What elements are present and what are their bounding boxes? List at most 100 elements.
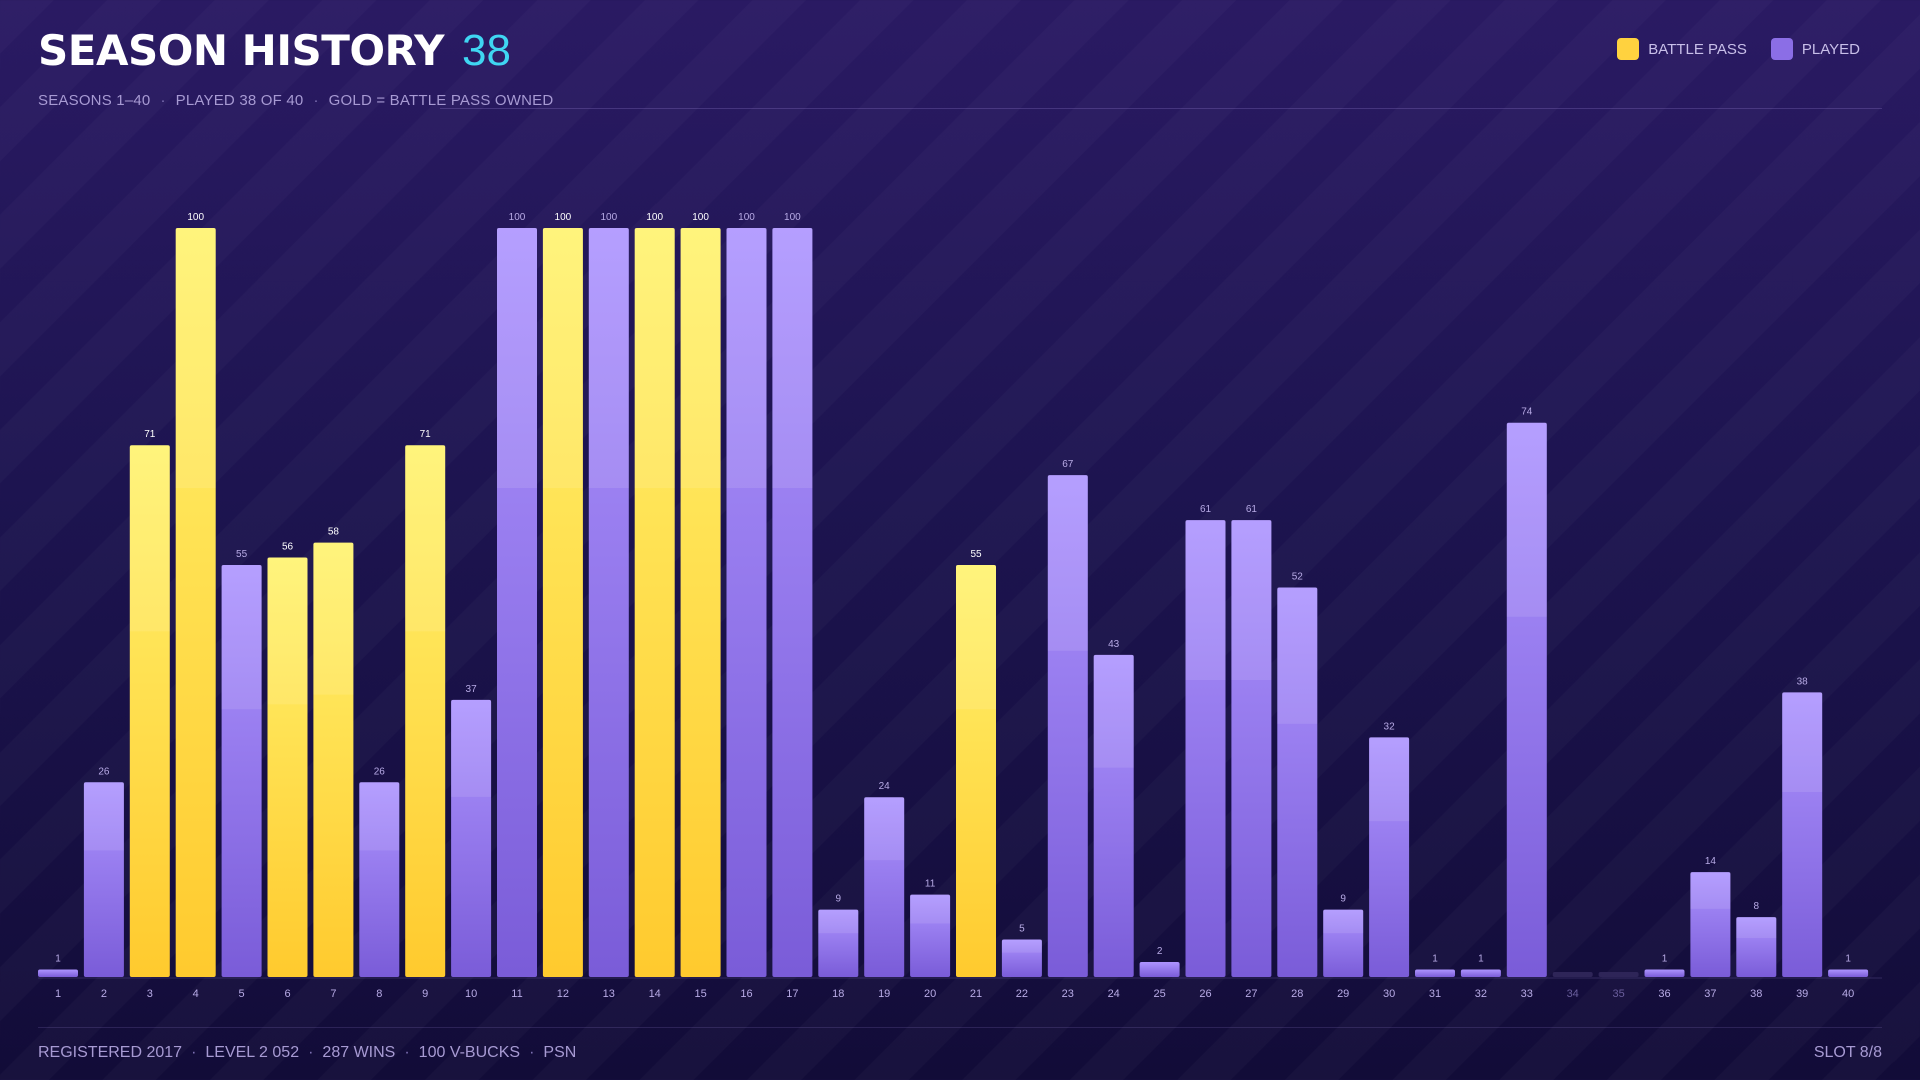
bar-value-label: 55 [236, 549, 248, 560]
bar-highlight [359, 782, 400, 851]
footer-separator: · [308, 1044, 314, 1061]
bar-highlight [1001, 939, 1042, 953]
legend: BATTLE PASS PLAYED [1617, 38, 1860, 60]
bar-value-label: 100 [784, 212, 801, 223]
bar-played [497, 228, 537, 977]
footer-wins: 287 WINS [322, 1044, 396, 1061]
footer-divider [38, 1027, 1882, 1028]
bar-highlight [221, 565, 262, 710]
x-tick-label: 1 [55, 988, 61, 1000]
bar-played [1415, 969, 1455, 977]
page-title: SEASON HISTORY [38, 26, 445, 75]
x-tick-label: 37 [1704, 988, 1716, 1000]
bar-value-label: 9 [836, 894, 842, 905]
subtitle: SEASONS 1–40 · PLAYED 38 OF 40 · GOLD = … [38, 92, 553, 109]
subtitle-range: SEASONS 1–40 [38, 92, 151, 109]
x-tick-label: 32 [1475, 988, 1487, 1000]
x-tick-label: 7 [330, 988, 336, 1000]
bar-played [221, 565, 262, 977]
bar-value-label: 52 [1292, 572, 1304, 583]
x-tick-label: 26 [1199, 988, 1211, 1000]
bar-value-label: 8 [1754, 901, 1760, 912]
bar-battle-pass [313, 542, 354, 977]
bar-played [910, 894, 951, 977]
bar-played [359, 782, 400, 977]
x-tick-label: 5 [239, 988, 245, 1000]
bar-value-label: 38 [1797, 676, 1809, 687]
bar-highlight [1690, 872, 1731, 909]
bar-played [726, 228, 767, 977]
x-tick-label: 28 [1291, 988, 1303, 1000]
bar-highlight [680, 228, 721, 488]
bar-played [451, 699, 492, 977]
bar-highlight [1093, 654, 1134, 768]
x-tick-label: 9 [422, 988, 428, 1000]
bar-value-label: 37 [466, 684, 478, 695]
x-tick-label: 24 [1108, 988, 1120, 1000]
bar-battle-pass [267, 557, 308, 977]
bar-played [1047, 475, 1088, 977]
bar-value-label: 100 [600, 212, 617, 223]
bar-played [818, 909, 859, 977]
footer-separator: · [191, 1044, 197, 1061]
bar-highlight [313, 542, 354, 695]
bar-highlight [542, 228, 583, 488]
bar-value-label: 61 [1200, 504, 1212, 515]
x-tick-label: 15 [694, 988, 706, 1000]
bar-highlight [1736, 917, 1777, 939]
bar-played [1506, 422, 1547, 977]
bar-battle-pass [542, 228, 583, 977]
x-tick-label: 12 [557, 988, 569, 1000]
bar-battle-pass [680, 228, 721, 977]
bar-played [1185, 520, 1226, 977]
bar-played [1736, 917, 1777, 977]
x-tick-label: 6 [284, 988, 290, 1000]
bar-played [864, 797, 905, 977]
bar-played [1093, 654, 1134, 977]
x-tick-label: 29 [1337, 988, 1349, 1000]
bar-highlight [634, 228, 675, 488]
x-tick-label: 40 [1842, 988, 1854, 1000]
bar-battle-pass [129, 445, 170, 978]
x-tick-label: 30 [1383, 988, 1395, 1000]
bar-played [1277, 587, 1318, 977]
bar-value-label: 100 [738, 212, 755, 223]
bar-value-label: 43 [1108, 639, 1120, 650]
bar-unplayed [1598, 972, 1639, 977]
bar-highlight [864, 797, 905, 861]
x-tick-label: 11 [511, 988, 522, 1000]
x-tick-label: 14 [649, 988, 661, 1000]
bar-value-label: 1 [55, 954, 61, 965]
bar-played [1231, 520, 1272, 977]
header-title: SEASON HISTORY 38 [38, 26, 511, 86]
bar-value-label: 24 [879, 781, 891, 792]
bar-highlight [267, 557, 308, 705]
bar-highlight [1506, 422, 1547, 617]
bar-value-label: 100 [646, 212, 663, 223]
x-tick-label: 2 [101, 988, 107, 1000]
legend-swatch-battle-pass [1617, 38, 1640, 60]
bar-value-label: 74 [1521, 407, 1533, 418]
footer-separator: · [404, 1044, 410, 1061]
bar-value-label: 61 [1246, 504, 1258, 515]
bar-highlight [772, 228, 813, 488]
bar-value-label: 26 [374, 766, 386, 777]
x-tick-label: 4 [193, 988, 199, 1000]
x-tick-label: 33 [1521, 988, 1533, 1000]
subtitle-played: PLAYED 38 OF 40 [175, 92, 304, 109]
bar-highlight [910, 894, 951, 924]
x-tick-label: 39 [1796, 988, 1808, 1000]
bar-battle-pass [405, 445, 446, 978]
bar-value-label: 1 [1478, 954, 1484, 965]
bar-played [772, 228, 813, 977]
bar-highlight [818, 909, 859, 934]
x-tick-label: 21 [970, 988, 982, 1000]
bar-value-label: 9 [1340, 894, 1346, 905]
footer-platform: PSN [543, 1044, 577, 1061]
bar-highlight [726, 228, 767, 488]
x-tick-label: 34 [1567, 988, 1579, 1000]
bar-value-label: 58 [328, 527, 340, 538]
subtitle-separator: · [313, 92, 319, 109]
bar-highlight [405, 445, 446, 632]
